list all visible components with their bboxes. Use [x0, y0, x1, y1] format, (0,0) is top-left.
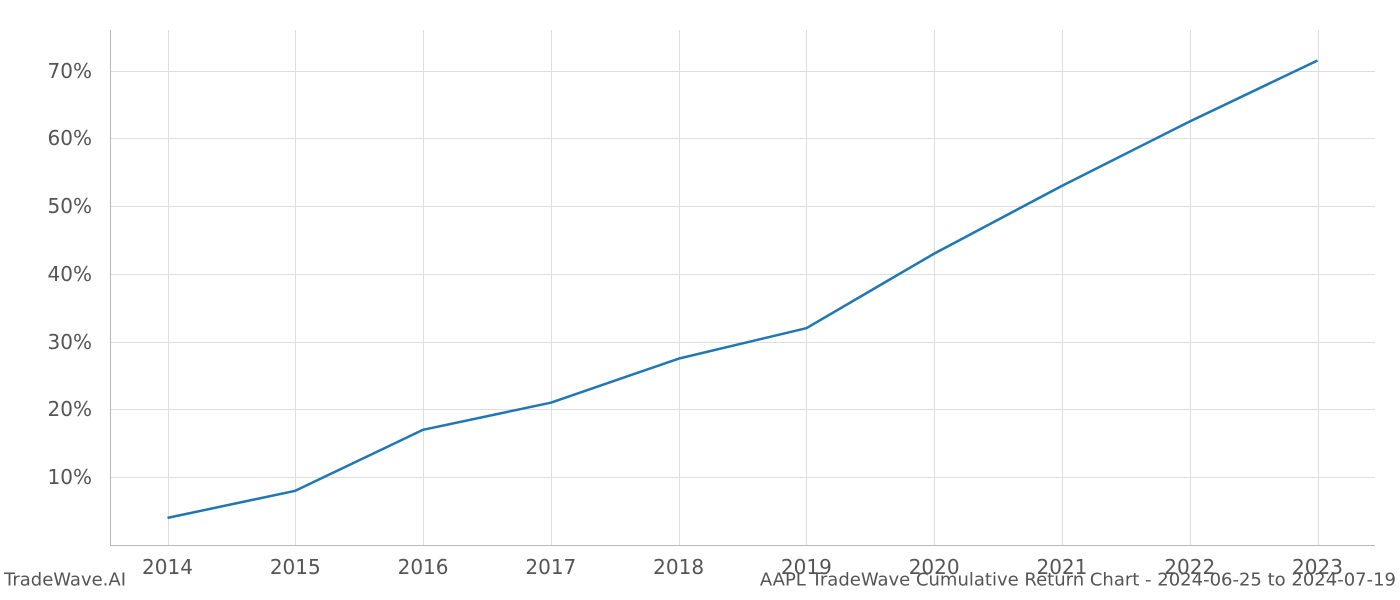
y-tick-label: 20% — [48, 397, 92, 421]
y-tick-label: 30% — [48, 330, 92, 354]
x-tick-label: 2014 — [142, 555, 193, 579]
x-tick-label: 2016 — [398, 555, 449, 579]
x-tick-label: 2018 — [653, 555, 704, 579]
y-tick-label: 40% — [48, 262, 92, 286]
return-line-series — [110, 30, 1375, 545]
x-tick-label: 2017 — [525, 555, 576, 579]
plot-area: 2014201520162017201820192020202120222023… — [110, 30, 1375, 545]
x-tick-label: 2015 — [270, 555, 321, 579]
chart-caption: AAPL TradeWave Cumulative Return Chart -… — [760, 570, 1396, 591]
y-tick-label: 60% — [48, 126, 92, 150]
y-tick-label: 50% — [48, 194, 92, 218]
x-axis-spine — [110, 545, 1375, 546]
chart-container: 2014201520162017201820192020202120222023… — [0, 0, 1400, 600]
branding-label: TradeWave.AI — [4, 570, 126, 591]
y-tick-label: 70% — [48, 59, 92, 83]
y-tick-label: 10% — [48, 465, 92, 489]
